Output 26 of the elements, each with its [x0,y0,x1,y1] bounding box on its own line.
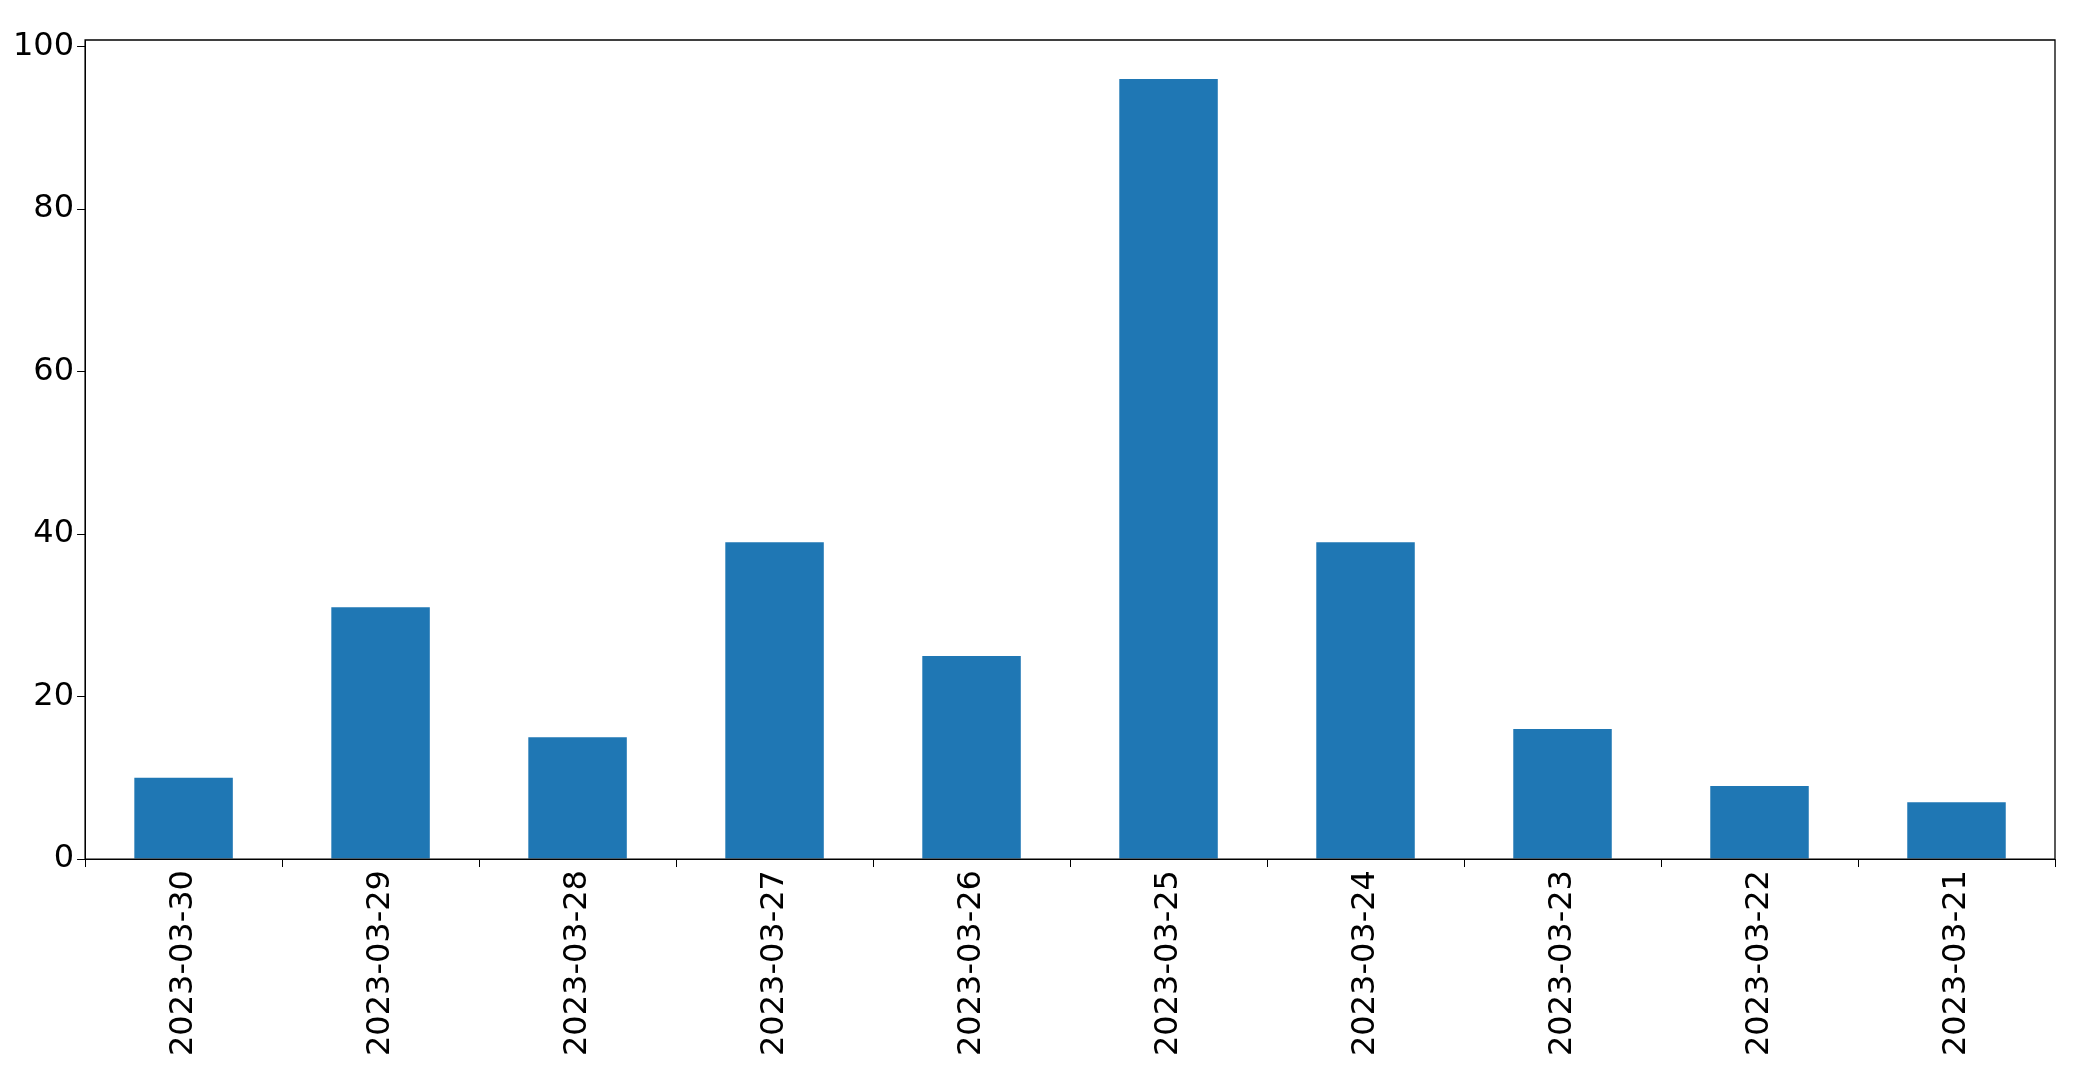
bar [1907,802,2006,859]
y-tick-label: 100 [13,24,75,63]
x-tick-label: 2023-03-30 [161,870,200,1056]
y-tick-label: 0 [53,837,75,876]
x-tick-label: 2023-03-24 [1343,870,1382,1056]
bar [1710,785,1809,859]
y-tick-label: 20 [33,674,75,713]
bar [134,777,233,859]
bar [331,607,430,859]
x-tick-label: 2023-03-27 [752,870,791,1056]
x-tick-label: 2023-03-21 [1934,870,1973,1056]
bar [1513,729,1612,859]
bar [922,655,1021,859]
bar [528,737,627,859]
bar [725,542,824,859]
x-tick-label: 2023-03-22 [1737,870,1776,1056]
x-tick-label: 2023-03-29 [358,870,397,1056]
x-tick-label: 2023-03-25 [1146,870,1185,1056]
bar [1119,79,1218,859]
x-tick-label: 2023-03-26 [949,870,988,1056]
y-tick-label: 40 [33,512,75,551]
x-tick-label: 2023-03-28 [555,870,594,1056]
x-tick-label: 2023-03-23 [1540,870,1579,1056]
y-tick-label: 80 [33,187,75,226]
bar [1316,542,1415,859]
y-tick-label: 60 [33,349,75,388]
